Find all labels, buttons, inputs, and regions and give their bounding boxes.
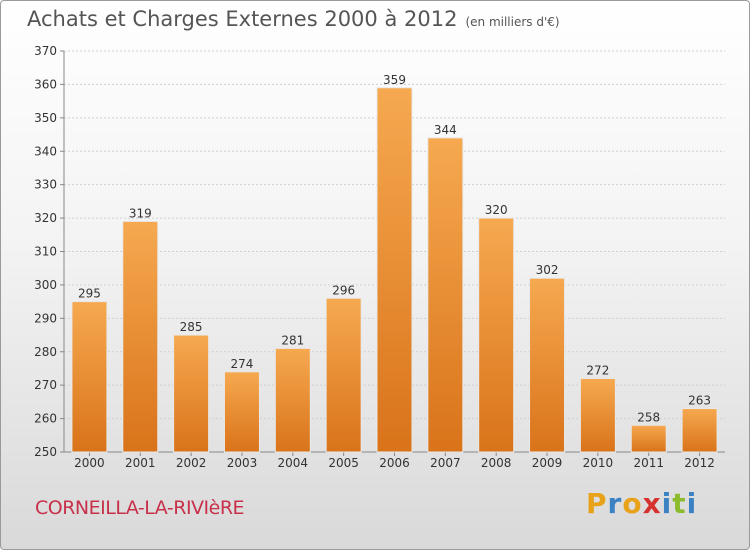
bar-value-label: 320 [485,203,508,217]
x-tick-label: 2005 [328,456,359,470]
y-tick-label: 250 [34,445,57,459]
bar [71,301,108,453]
chart-title: Achats et Charges Externes 2000 à 2012 (e… [27,7,560,31]
bar [274,347,311,453]
x-tick-label: 2001 [125,456,156,470]
commune-name: CORNEILLA-LA-RIVIèRE [35,497,245,519]
x-tick-label: 2010 [583,456,614,470]
bar-value-label: 285 [180,320,203,334]
title-subtitle: (en milliers d'€) [465,15,560,29]
x-tick-label: 2008 [481,456,512,470]
x-tick-label: 2000 [74,456,105,470]
x-tick-label: 2011 [633,456,664,470]
bars [71,87,718,453]
bar-value-label: 302 [536,263,559,277]
y-tick-label: 300 [34,278,57,292]
bar-value-label: 274 [231,357,254,371]
x-tick-label: 2004 [278,456,309,470]
y-tick-label: 260 [34,412,57,426]
bar [478,217,515,453]
x-tick-label: 2002 [176,456,207,470]
bar-value-label: 319 [129,206,152,220]
logo-letter: P [586,487,608,520]
bar-value-label: 344 [434,123,457,137]
logo-letter: r [607,487,623,520]
y-tick-label: 280 [34,345,57,359]
y-tick-label: 270 [34,378,57,392]
logo-letter: o [622,487,643,520]
y-tick-label: 370 [34,44,57,58]
bar [376,87,413,453]
bar-value-label: 263 [688,394,711,408]
bar [173,334,210,453]
logo-letter: i [661,487,673,520]
x-tick-label: 2006 [379,456,410,470]
y-tick-label: 340 [34,144,57,158]
bar-value-label: 272 [586,363,609,377]
x-tick-label: 2003 [227,456,258,470]
bar [681,408,718,453]
bar-value-label: 295 [78,287,101,301]
y-tick-label: 320 [34,211,57,225]
bar [529,277,566,453]
bar [325,297,362,453]
logo-letter: t [672,487,687,520]
y-tick-label: 350 [34,111,57,125]
bar [427,137,464,453]
bar-value-label: 281 [281,333,304,347]
bar [579,377,616,453]
proxiti-logo: Proxiti [586,487,697,520]
x-tick-label: 2012 [684,456,715,470]
title-text: Achats et Charges Externes 2000 à 2012 [27,7,458,31]
y-tick-label: 330 [34,178,57,192]
x-tick-label: 2009 [532,456,563,470]
bar [122,220,159,453]
logo-letter: x [642,487,662,520]
bar [630,424,667,453]
bar-value-label: 296 [332,283,355,297]
bar [223,371,260,453]
y-tick-label: 360 [34,77,57,91]
y-tick-label: 310 [34,245,57,259]
logo-letter: i [686,487,698,520]
bar-value-label: 359 [383,73,406,87]
y-tick-label: 290 [34,311,57,325]
labels: 250 260 270 280 290 300 310 320 330 340 350 360 370 2… [34,44,715,470]
bar-value-label: 258 [637,410,660,424]
x-tick-label: 2007 [430,456,461,470]
